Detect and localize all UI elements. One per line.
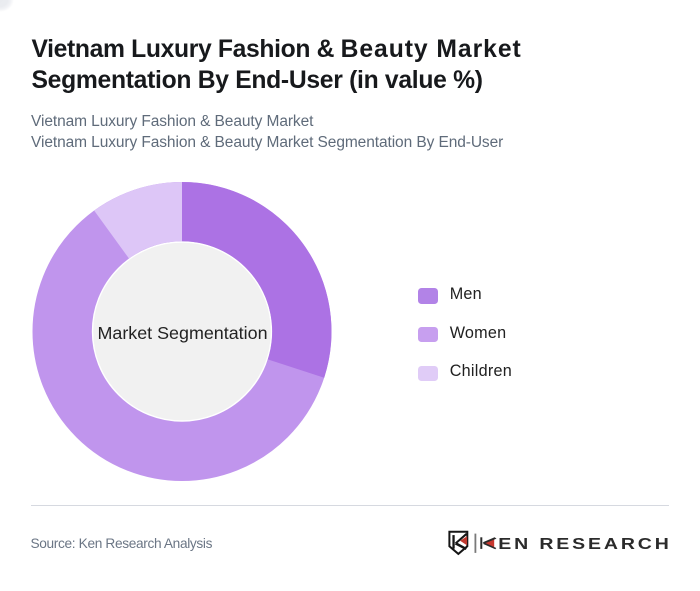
- svg-text:EN RESEARCH: EN RESEARCH: [498, 535, 671, 553]
- svg-text:Market Segmentation: Market Segmentation: [97, 323, 267, 343]
